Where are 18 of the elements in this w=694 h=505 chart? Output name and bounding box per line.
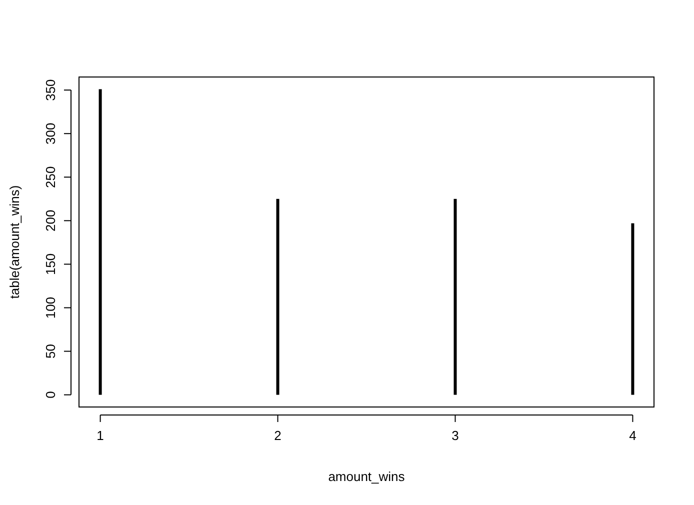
y-tick-label: 100 bbox=[43, 296, 58, 319]
y-tick-label: 0 bbox=[43, 391, 58, 398]
x-tick-label: 3 bbox=[452, 428, 459, 443]
y-tick-label: 150 bbox=[43, 253, 58, 276]
y-tick-label: 200 bbox=[43, 210, 58, 232]
bar bbox=[276, 198, 280, 395]
bar bbox=[454, 198, 457, 395]
x-axis-title: amount_wins bbox=[328, 469, 406, 484]
x-tick-label: 2 bbox=[274, 428, 282, 443]
y-tick-label: 350 bbox=[43, 79, 58, 101]
y-axis-title: table(amount_wins) bbox=[7, 185, 22, 299]
y-tick-label: 300 bbox=[43, 122, 58, 144]
y-tick-label: 50 bbox=[43, 344, 58, 359]
bar bbox=[98, 89, 102, 395]
x-tick-label: 4 bbox=[629, 428, 636, 443]
bar bbox=[631, 223, 634, 395]
y-tick-label: 250 bbox=[43, 166, 58, 188]
x-tick-label: 1 bbox=[96, 428, 104, 443]
